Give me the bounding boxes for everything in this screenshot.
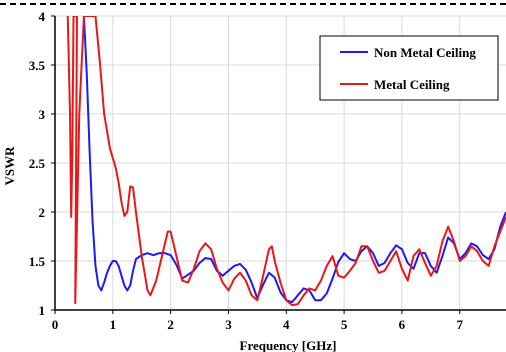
x-tick-label: 0	[52, 317, 59, 332]
y-tick-label: 2	[39, 205, 46, 220]
y-tick-label: 3	[39, 107, 46, 122]
legend-label: Metal Ceiling	[374, 77, 450, 92]
x-tick-label: 4	[283, 317, 290, 332]
y-tick-label: 3.5	[29, 58, 46, 73]
x-tick-label: 1	[110, 317, 117, 332]
series-group	[66, 16, 506, 307]
y-tick-label: 2.5	[29, 156, 46, 171]
x-axis-label: Frequency [GHz]	[240, 338, 337, 352]
tick-labels: 0 1 2 3 4 5 6 711.522.533.54	[29, 9, 464, 332]
legend-label: Non Metal Ceiling	[374, 45, 476, 60]
x-tick-label: 5	[341, 317, 348, 332]
x-tick-label: 7	[456, 317, 463, 332]
series-line-non-metal-ceiling	[82, 16, 506, 304]
legend: Non Metal Ceiling Metal Ceiling	[319, 35, 499, 101]
legend-box	[319, 35, 499, 101]
series-line-metal-ceiling	[66, 16, 506, 307]
y-tick-label: 4	[39, 9, 46, 24]
x-tick-label: 2	[167, 317, 174, 332]
y-tick-label: 1	[39, 303, 46, 318]
y-tick-label: 1.5	[29, 254, 46, 269]
x-tick-label: 6	[399, 317, 406, 332]
y-axis-label: VSWR	[2, 146, 17, 186]
x-tick-label: 3	[225, 317, 232, 332]
